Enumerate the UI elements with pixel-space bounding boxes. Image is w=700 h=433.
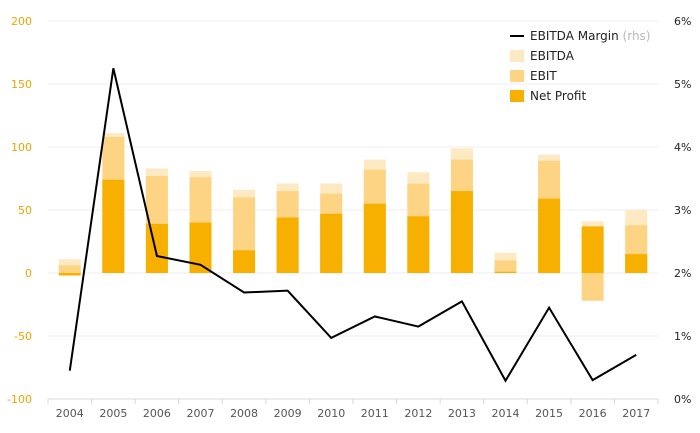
x-tick-label: 2009: [274, 407, 302, 420]
bar-ebit: [494, 260, 517, 273]
bar-net-profit: [276, 217, 299, 273]
bars: [58, 133, 648, 301]
bar-net-profit: [145, 223, 168, 273]
bar-net-profit: [407, 216, 430, 273]
legend: EBITDA Margin (rhs) EBITDA EBIT Net Profit: [510, 29, 651, 103]
y2-tick-label: 1%: [674, 330, 691, 343]
bar-net-profit: [58, 273, 81, 276]
y-tick-label: 50: [18, 204, 32, 217]
x-tick-label: 2013: [448, 407, 476, 420]
bar-net-profit: [320, 213, 343, 273]
bar-net-profit: [189, 222, 212, 273]
gridlines: [48, 20, 658, 400]
line-ebitda-margin: [68, 68, 637, 383]
y-tick-label: -100: [7, 393, 32, 406]
x-tick-label: 2015: [535, 407, 563, 420]
x-tick-label: 2014: [492, 407, 520, 420]
bar-net-profit: [581, 226, 604, 273]
bar-net-profit: [102, 179, 125, 273]
y2-tick-label: 2%: [674, 267, 691, 280]
y-tick-label: 0: [25, 267, 32, 280]
y-tick-label: 100: [11, 141, 32, 154]
y2-tick-label: 4%: [674, 141, 691, 154]
x-tick-label: 2016: [579, 407, 607, 420]
bar-net-profit: [363, 203, 386, 273]
bar-net-profit: [494, 271, 517, 273]
x-tick-label: 2010: [317, 407, 345, 420]
y-tick-label: -50: [14, 330, 32, 343]
bar-net-profit: [538, 198, 561, 273]
legend-label: EBIT: [530, 69, 557, 83]
y2-tick-label: 3%: [674, 204, 691, 217]
x-tick-label: 2017: [622, 407, 650, 420]
y2-tick-label: 5%: [674, 78, 691, 91]
x-tick-label: 2011: [361, 407, 389, 420]
legend-rhs-note: (rhs): [619, 29, 651, 43]
legend-swatch: [510, 70, 524, 82]
bar-net-profit: [233, 250, 256, 273]
x-tick-label: 2008: [230, 407, 258, 420]
y-tick-label: 150: [11, 78, 32, 91]
x-tick-label: 2004: [56, 407, 84, 420]
bar-ebit: [581, 273, 604, 301]
legend-label: EBITDA: [530, 49, 575, 63]
y2-tick-label: 6%: [674, 15, 691, 28]
y-tick-label: 200: [11, 15, 32, 28]
y2-tick-label: 0%: [674, 393, 691, 406]
x-tick-label: 2006: [143, 407, 171, 420]
x-tick-label: 2012: [404, 407, 432, 420]
legend-label: EBITDA Margin (rhs): [530, 29, 651, 43]
bar-net-profit: [450, 191, 473, 273]
axes: -100 -50 0 50 100 150 200 0% 1% 2% 3% 4% 5% 6% 2004 200…: [7, 15, 691, 420]
bar-ebit: [58, 265, 81, 273]
x-tick-label: 2005: [99, 407, 127, 420]
legend-label: Net Profit: [530, 89, 586, 103]
x-tick-label: 2007: [187, 407, 215, 420]
margin-line-layer: [68, 68, 637, 383]
legend-swatch: [510, 90, 524, 102]
bar-net-profit: [625, 254, 648, 273]
legend-swatch: [510, 50, 524, 62]
